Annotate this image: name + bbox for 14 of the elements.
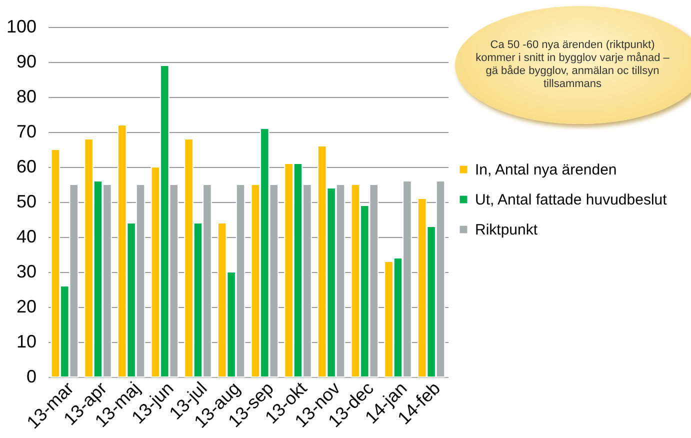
y-tick-label: 100 xyxy=(6,16,36,36)
y-tick-label: 80 xyxy=(16,86,36,106)
y-tick-label: 10 xyxy=(16,332,36,352)
y-tick-label: 30 xyxy=(16,262,36,282)
y-tick-label: 20 xyxy=(16,296,36,316)
legend-label: In, Antal nya ärenden xyxy=(475,162,617,178)
y-tick-label: 90 xyxy=(16,52,36,72)
y-tick-label: 50 xyxy=(16,192,36,212)
legend-label: Ut, Antal fattade huvudbeslut xyxy=(475,192,668,208)
y-tick-label: 0 xyxy=(26,366,36,386)
y-tick-label: 70 xyxy=(16,122,36,142)
y-tick-label: 40 xyxy=(16,226,36,246)
y-tick-label: 60 xyxy=(16,156,36,176)
legend-label: Riktpunkt xyxy=(475,222,538,238)
